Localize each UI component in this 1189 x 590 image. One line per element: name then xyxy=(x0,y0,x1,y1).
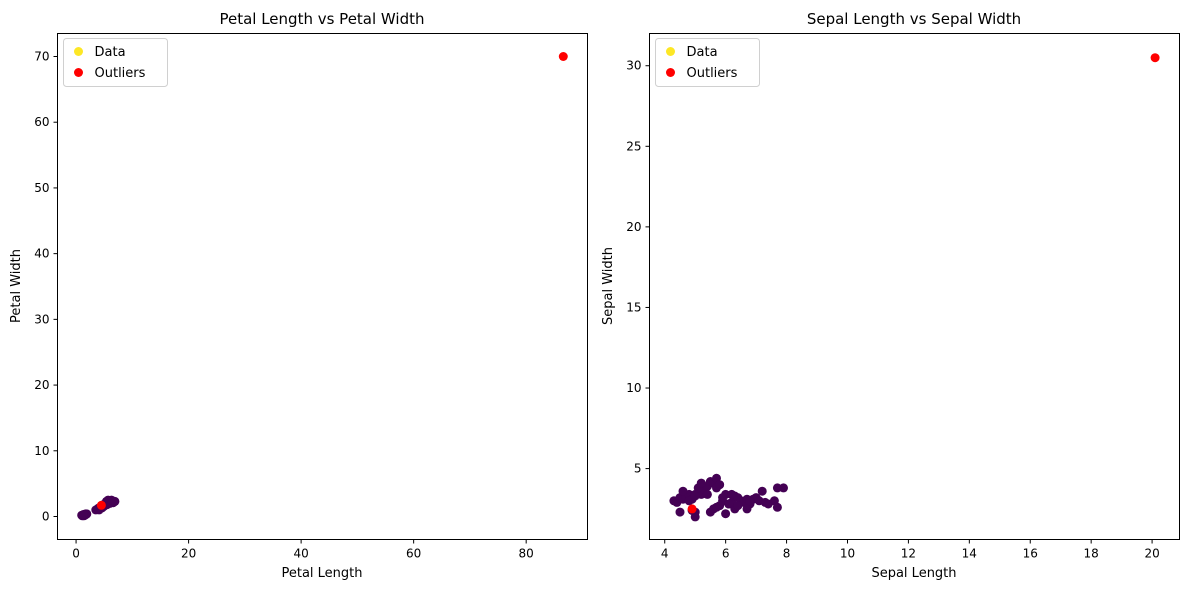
y-axis-label: Sepal Width xyxy=(601,247,616,325)
legend-marker xyxy=(74,68,83,77)
data-point xyxy=(757,486,767,496)
data-point xyxy=(733,501,743,511)
y-tick-label: 60 xyxy=(34,115,49,129)
y-tick-label: 30 xyxy=(626,59,641,73)
ticks-layer: 0 20 40 60 80 0 10 20 30 40 50 60 70 xyxy=(34,50,534,561)
y-tick-label: 15 xyxy=(626,300,641,314)
chart-title: Sepal Length vs Sepal Width xyxy=(807,10,1021,28)
chart-sepal: Sepal Length vs Sepal Width 4 6 8 10 12 14 16 1… xyxy=(601,10,1180,581)
data-point xyxy=(779,483,788,493)
x-tick-label: 0 xyxy=(72,547,80,561)
chart-title: Petal Length vs Petal Width xyxy=(219,10,424,28)
x-tick-label: 6 xyxy=(722,547,730,561)
legend-label: Outliers xyxy=(95,66,146,81)
data-point xyxy=(718,493,728,503)
legend-box xyxy=(655,38,760,87)
y-tick-label: 20 xyxy=(626,220,641,234)
x-axis-label: Sepal Length xyxy=(871,566,956,581)
x-tick-label: 16 xyxy=(1023,547,1038,561)
data-point xyxy=(727,489,737,499)
data-point xyxy=(715,480,725,490)
data-point xyxy=(772,502,782,512)
data-point xyxy=(684,496,694,506)
x-tick-label: 12 xyxy=(901,547,916,561)
y-axis-label: Petal Width xyxy=(9,249,24,323)
x-tick-label: 4 xyxy=(661,547,669,561)
outlier-point xyxy=(96,500,106,510)
data-point xyxy=(724,499,734,509)
y-tick-label: 20 xyxy=(34,378,49,392)
y-tick-label: 10 xyxy=(34,444,49,458)
plot-area xyxy=(57,33,588,540)
data-point xyxy=(107,495,116,505)
outlier-point xyxy=(687,504,697,514)
y-tick-label: 25 xyxy=(626,139,641,153)
legend-box xyxy=(63,38,168,87)
legend: Data Outliers xyxy=(655,38,760,87)
legend-label: Outliers xyxy=(687,66,738,81)
data-point xyxy=(745,496,755,506)
x-tick-label: 18 xyxy=(1084,547,1099,561)
outlier-point xyxy=(1150,53,1160,63)
data-point xyxy=(721,509,731,519)
legend-label: Data xyxy=(687,45,718,60)
y-tick-label: 30 xyxy=(34,312,49,326)
data-point xyxy=(690,491,700,501)
y-tick-label: 5 xyxy=(634,462,642,476)
ticks-layer: 4 6 8 10 12 14 16 18 20 5 10 15 20 25 30 xyxy=(626,59,1160,561)
data-point xyxy=(675,507,685,517)
data-point xyxy=(78,510,88,519)
x-tick-label: 10 xyxy=(840,547,855,561)
y-tick-label: 10 xyxy=(626,381,641,395)
y-tick-label: 50 xyxy=(34,181,49,195)
legend: Data Outliers xyxy=(63,38,168,87)
x-tick-label: 14 xyxy=(962,547,977,561)
y-tick-label: 40 xyxy=(34,247,49,261)
data-point xyxy=(678,486,688,496)
x-tick-label: 60 xyxy=(406,547,421,561)
chart-petal: Petal Length vs Petal Width 0 20 40 60 80 0 10… xyxy=(9,10,588,581)
x-tick-label: 8 xyxy=(783,547,791,561)
points-layer xyxy=(77,52,568,521)
x-tick-label: 20 xyxy=(1144,547,1159,561)
data-point xyxy=(696,478,706,488)
x-axis-label: Petal Length xyxy=(281,566,362,581)
legend-marker xyxy=(666,68,675,77)
y-tick-label: 0 xyxy=(42,510,50,524)
legend-marker xyxy=(666,47,675,56)
x-tick-label: 40 xyxy=(293,547,308,561)
data-point xyxy=(702,489,712,499)
x-tick-label: 20 xyxy=(181,547,196,561)
outlier-point xyxy=(558,52,568,61)
x-tick-label: 80 xyxy=(519,547,534,561)
legend-label: Data xyxy=(95,45,126,60)
plot-area xyxy=(649,33,1180,540)
legend-marker xyxy=(74,47,83,56)
data-point xyxy=(742,504,752,514)
y-tick-label: 70 xyxy=(34,50,49,64)
points-layer xyxy=(669,53,1160,522)
